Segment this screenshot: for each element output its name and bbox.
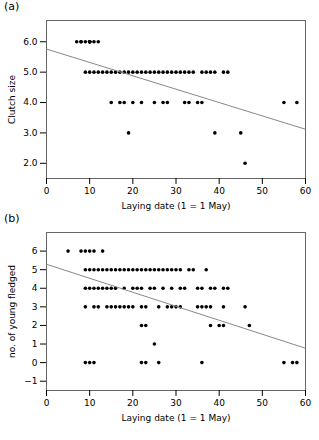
svg-text:6.0: 6.0 xyxy=(23,37,38,47)
svg-text:6: 6 xyxy=(32,246,38,256)
svg-text:30: 30 xyxy=(170,398,182,408)
svg-text:10: 10 xyxy=(84,186,96,196)
svg-text:Laying date (1 = 1 May): Laying date (1 = 1 May) xyxy=(122,413,231,423)
svg-text:0: 0 xyxy=(32,357,38,367)
svg-text:2.0: 2.0 xyxy=(23,158,38,168)
svg-text:20: 20 xyxy=(127,186,139,196)
svg-text:60: 60 xyxy=(300,398,312,408)
html-text:(a): (a) xyxy=(4,0,20,13)
svg-text:Laying date (1 = 1 May): Laying date (1 = 1 May) xyxy=(122,201,231,211)
svg-text:0: 0 xyxy=(44,398,50,408)
svg-text:Clutch size: Clutch size xyxy=(7,75,17,124)
svg-text:4.0: 4.0 xyxy=(23,97,38,107)
svg-text:1: 1 xyxy=(32,339,38,349)
svg-text:50: 50 xyxy=(257,398,269,408)
svg-text:40: 40 xyxy=(213,398,225,408)
svg-text:3.0: 3.0 xyxy=(23,128,38,138)
svg-text:5: 5 xyxy=(32,265,38,275)
svg-text:2: 2 xyxy=(32,320,38,330)
svg-text:10: 10 xyxy=(84,398,96,408)
svg-text:0: 0 xyxy=(44,186,50,196)
svg-text:20: 20 xyxy=(127,398,139,408)
svg-text:−1: −1 xyxy=(24,376,37,386)
svg-text:60: 60 xyxy=(300,186,312,196)
svg-text:50: 50 xyxy=(257,186,269,196)
svg-text:no. of young fledged: no. of young fledged xyxy=(7,265,17,358)
svg-text:30: 30 xyxy=(170,186,182,196)
svg-text:5.0: 5.0 xyxy=(23,67,38,77)
svg-text:4: 4 xyxy=(32,283,38,293)
html-text:(b): (b) xyxy=(4,212,20,225)
svg-text:3: 3 xyxy=(32,302,38,312)
svg-text:40: 40 xyxy=(213,186,225,196)
